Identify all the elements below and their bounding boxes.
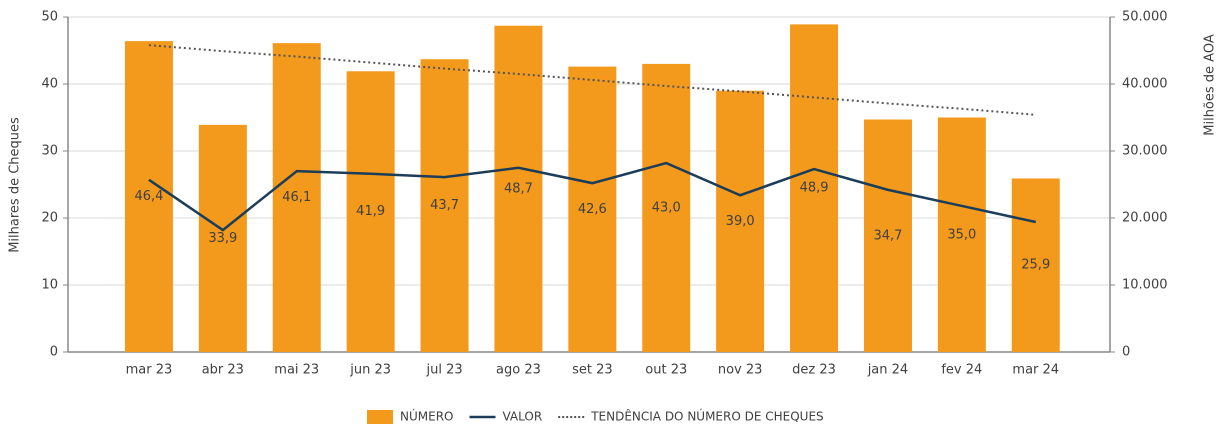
data-label: 46,4 [134, 189, 163, 204]
y-tick-label: 0 [50, 345, 58, 360]
data-label: 41,9 [356, 204, 385, 219]
x-tick-label: jul 23 [425, 363, 462, 378]
legend-label: NÚMERO [400, 409, 453, 424]
data-label: 42,6 [578, 202, 607, 217]
y-tick-label: 10 [41, 278, 58, 293]
x-tick-label: jun 23 [349, 363, 391, 378]
x-tick-label: mar 23 [126, 363, 173, 378]
y-tick-label: 50 [41, 10, 58, 25]
bar [272, 43, 321, 352]
x-tick-label: set 23 [572, 363, 613, 378]
x-tick-label: mai 23 [274, 363, 319, 378]
x-tick-label: dez 23 [792, 363, 836, 378]
bar [790, 24, 839, 353]
data-label: 48,9 [800, 181, 829, 196]
bar [568, 66, 617, 352]
y-axis-title: Milhares de Cheques [8, 117, 23, 253]
x-tick-label: jan 24 [867, 363, 909, 378]
data-label: 33,9 [208, 231, 237, 246]
bar [420, 59, 469, 353]
line [148, 161, 1037, 232]
y2-tick-label: 50.000 [1122, 10, 1168, 25]
data-label: 46,1 [282, 190, 311, 205]
data-label: 48,7 [504, 181, 533, 196]
bar [198, 124, 247, 353]
data-label: 25,9 [1021, 258, 1050, 273]
bar [124, 41, 173, 353]
x-tick-label: abr 23 [202, 363, 244, 378]
legend-swatch [367, 410, 393, 424]
data-label: 35,0 [947, 227, 976, 242]
y2-tick-label: 0 [1122, 345, 1130, 360]
y2-tick-label: 40.000 [1122, 77, 1168, 92]
line [148, 44, 1036, 116]
bar [642, 63, 691, 353]
x-tick-label: out 23 [645, 363, 687, 378]
y2-tick-label: 10.000 [1122, 278, 1168, 293]
y-tick-label: 40 [41, 77, 58, 92]
y2-tick-label: 20.000 [1122, 211, 1168, 226]
x-tick-label: fev 24 [941, 363, 982, 378]
data-label: 43,0 [652, 200, 681, 215]
bar [346, 71, 395, 353]
x-tick-label: ago 23 [496, 363, 541, 378]
x-tick-label: nov 23 [718, 363, 763, 378]
y-tick-label: 30 [41, 144, 58, 159]
bar [716, 90, 765, 352]
bar [494, 25, 543, 353]
bar [863, 119, 912, 352]
x-tick-label: mar 24 [1012, 363, 1059, 378]
data-label: 39,0 [726, 214, 755, 229]
bar [1011, 178, 1060, 352]
y-tick-label: 20 [41, 211, 58, 226]
y2-tick-label: 30.000 [1122, 144, 1168, 159]
bar [937, 117, 986, 352]
y2-axis-title: Milhões de AOA [1203, 34, 1218, 136]
data-label: 43,7 [430, 198, 459, 213]
legend-label: TENDÊNCIA DO NÚMERO DE CHEQUES [590, 409, 823, 424]
data-label: 34,7 [873, 228, 902, 243]
legend-label: VALOR [502, 410, 542, 424]
